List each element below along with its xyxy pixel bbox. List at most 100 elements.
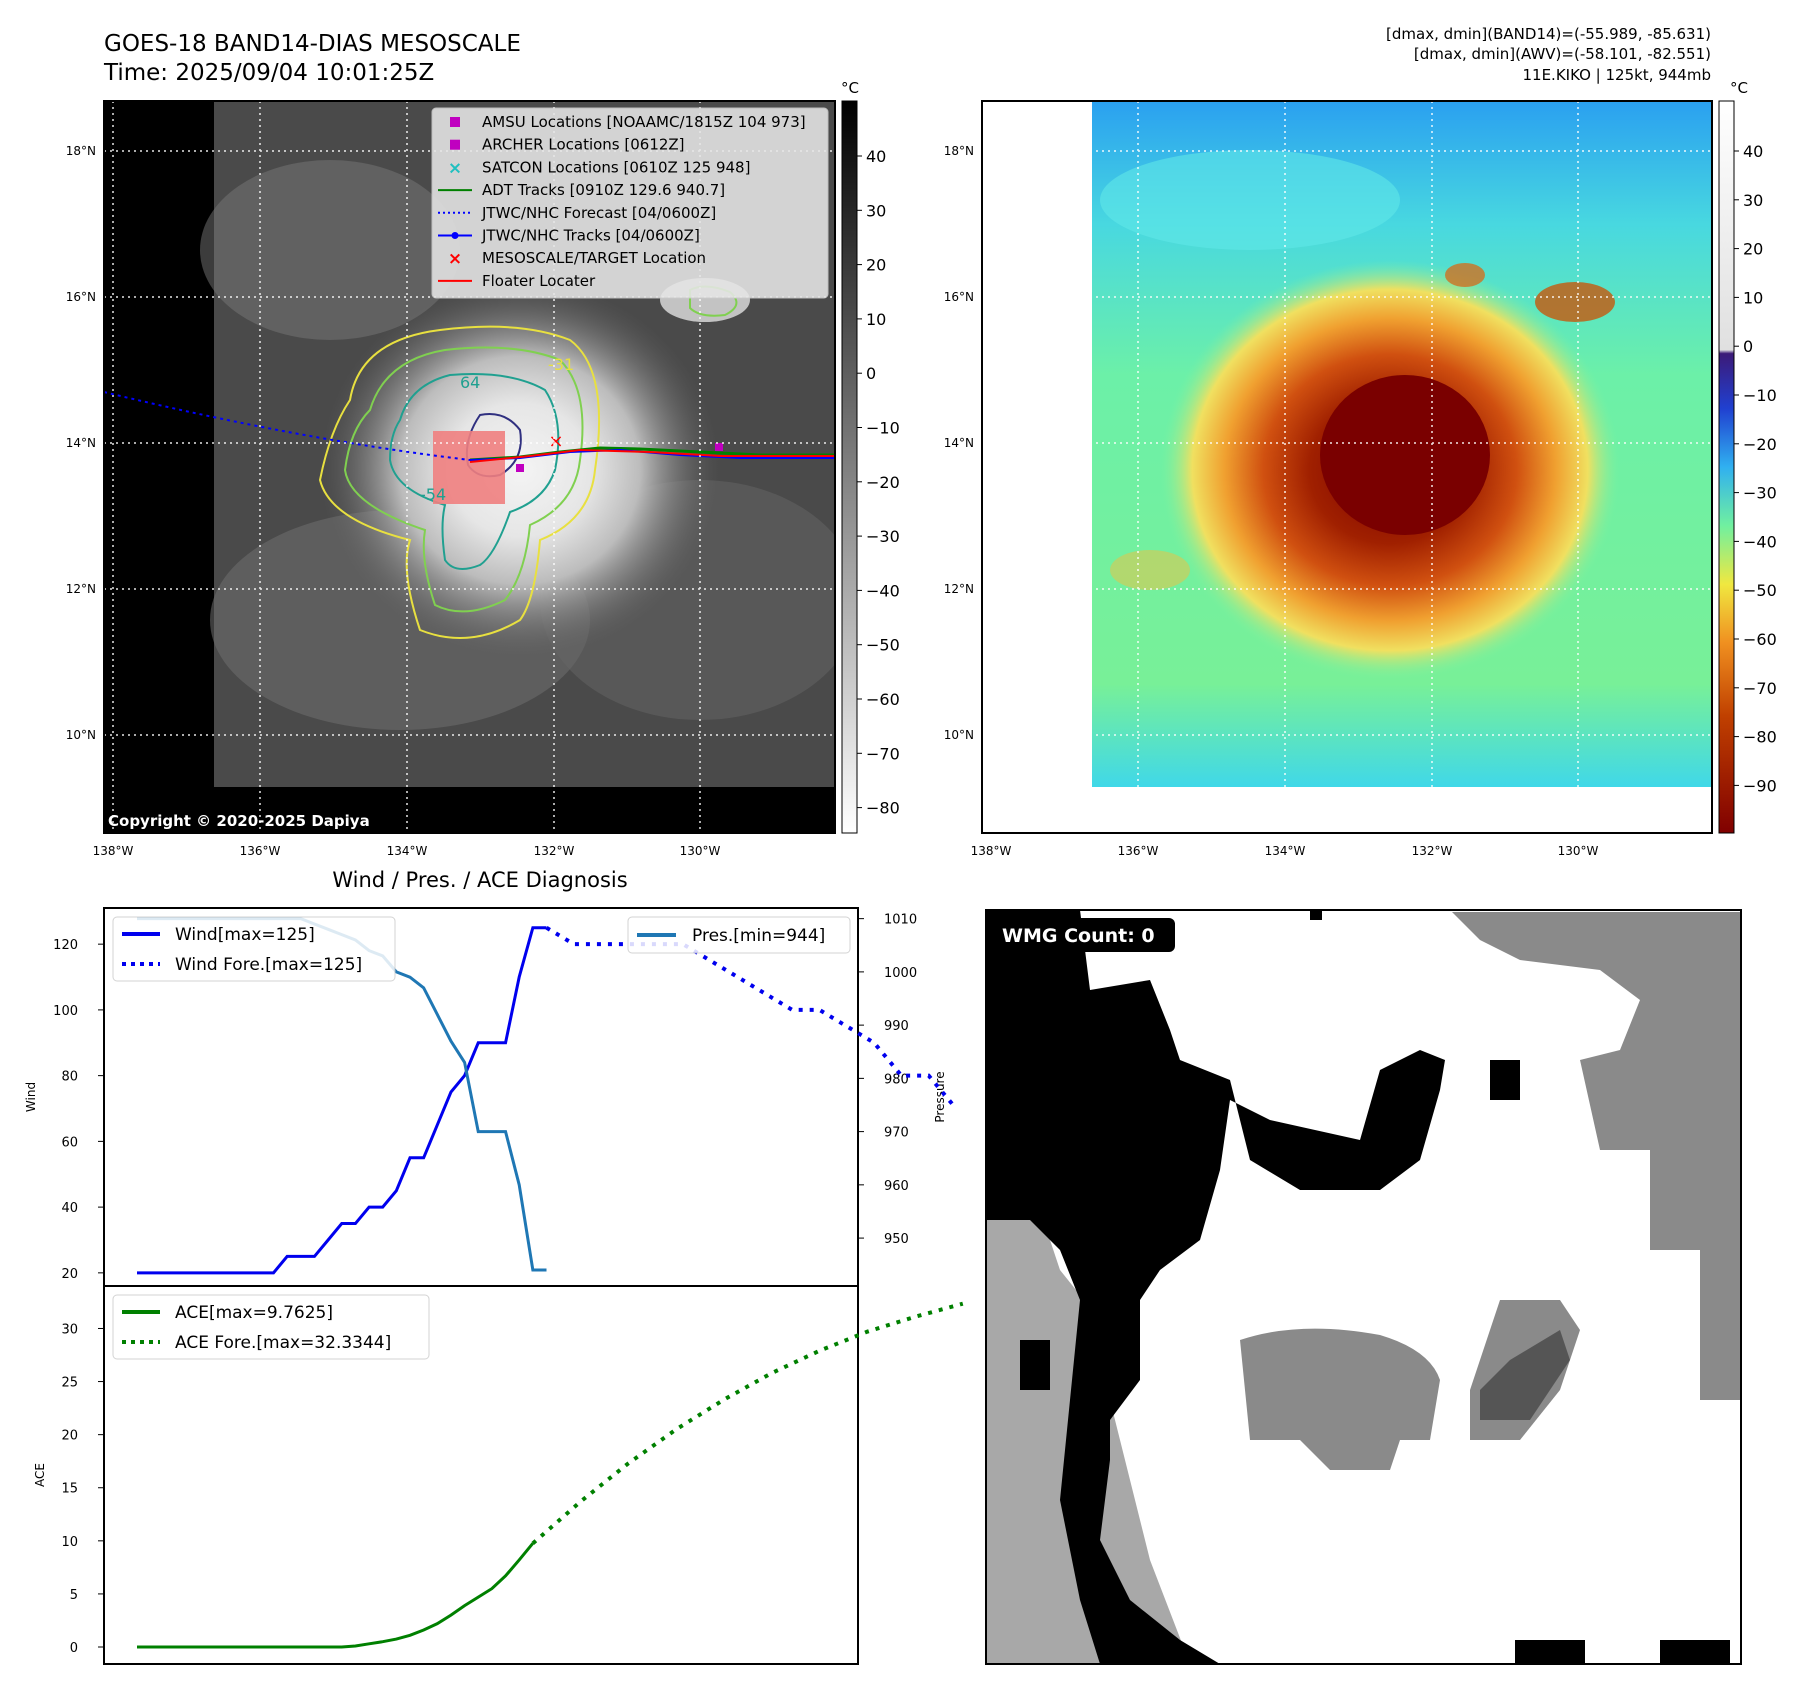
y-tick-label: 25: [61, 1376, 78, 1391]
band14-range: [dmax, dmin](BAND14)=(-55.989, -85.631): [1386, 25, 1711, 43]
legend-marker-dot: [451, 232, 459, 239]
lon-label: 134°W: [387, 844, 428, 858]
awv-range: [dmax, dmin](AWV)=(-58.101, -82.551): [1414, 45, 1711, 63]
y-tick-label: 10: [61, 1535, 78, 1550]
wind-forecast-legend-label: Wind Fore.[max=125]: [175, 955, 362, 975]
legend-label: ADT Tracks [0910Z 129.6 940.7]: [482, 181, 725, 199]
colorbar-tick-label: −90: [1743, 776, 1777, 795]
colorbar-tick-label: −30: [1743, 484, 1777, 503]
wmg-region-grey: [1452, 912, 1741, 1400]
y2-tick-label: 990: [884, 1019, 909, 1034]
lon-label: 138°W: [971, 844, 1012, 858]
wind-line: [137, 926, 547, 1275]
legend-label: Floater Locater: [482, 272, 596, 290]
colorbar-tick-label: −80: [1743, 728, 1777, 747]
legend-label: MESOSCALE/TARGET Location: [482, 249, 706, 267]
colorbar-tick-label: −70: [1743, 679, 1777, 698]
ir-colorbar: [841, 100, 858, 834]
colorbar-tick-label: −60: [866, 690, 900, 709]
lat-label: 12°N: [66, 582, 96, 596]
pressure-legend: Pres.[min=944]: [627, 916, 851, 954]
lat-label: 18°N: [66, 144, 96, 158]
colorbar-tick-label: 40: [866, 147, 886, 166]
y-tick-label: 5: [70, 1588, 78, 1603]
pressure-axis-label: Pressure: [933, 1071, 947, 1122]
legend-marker: [450, 139, 460, 150]
copyright-text: Copyright © 2020-2025 Dapiya: [108, 812, 370, 830]
colorbar-tick-label: 0: [1743, 337, 1753, 356]
y2-tick-label: 950: [884, 1232, 909, 1247]
y-tick-label: 15: [61, 1482, 78, 1497]
lat-label: 14°N: [944, 436, 974, 450]
wmg-region-black: [986, 910, 1445, 1664]
floater-track: [469, 448, 835, 463]
legend-label: JTWC/NHC Forecast [04/0600Z]: [481, 204, 716, 222]
colorbar-tick-label: −40: [1743, 532, 1777, 551]
storm-info: 11E.KIKO | 125kt, 944mb: [1522, 66, 1711, 84]
ir-legend: AMSU Locations [NOAAMC/1815Z 104 973] ARC…: [431, 107, 829, 299]
contour-yellow: [318, 325, 601, 639]
ace-forecast-line: [531, 1301, 964, 1545]
lon-label: 130°W: [1558, 844, 1599, 858]
ace-forecast-legend-label: ACE Fore.[max=32.3344]: [175, 1333, 391, 1353]
pressure-legend-label: Pres.[min=944]: [692, 926, 825, 946]
lat-label: 10°N: [944, 728, 974, 742]
colorbar-tick-label: 0: [866, 364, 876, 383]
y-tick-label: 120: [53, 938, 78, 953]
legend-marker: ×: [448, 158, 462, 178]
legend-marker: ×: [448, 249, 462, 269]
wind-forecast-line: [545, 926, 958, 1110]
colorbar-tick-label: 20: [866, 256, 886, 275]
ace-legend-label: ACE[max=9.7625]: [175, 1303, 333, 1323]
colorbar-tick-label: −50: [1743, 581, 1777, 600]
figure-time: Time: 2025/09/04 10:01:25Z: [103, 60, 434, 86]
contour-label-64: 64: [460, 373, 480, 392]
wmg-panel: WMG Count: 0: [985, 909, 1742, 1665]
lat-label: 16°N: [944, 290, 974, 304]
archer-marker: [516, 464, 524, 472]
ace-axis-label: ACE: [33, 1463, 47, 1487]
y2-tick-label: 980: [884, 1072, 909, 1087]
legend-label: AMSU Locations [NOAAMC/1815Z 104 973]: [482, 113, 806, 131]
wmg-badge: [993, 918, 1175, 952]
y-tick-label: 20: [61, 1429, 78, 1444]
y2-tick-label: 1010: [884, 913, 917, 928]
contour-label-54: -54: [420, 485, 446, 504]
y2-tick-label: 960: [884, 1179, 909, 1194]
lon-label: 136°W: [1118, 844, 1159, 858]
colorbar-tick-label: 30: [866, 201, 886, 220]
wmg-region-grey: [1240, 1328, 1440, 1470]
wind-axis-label: Wind: [24, 1082, 38, 1112]
y-tick-label: 60: [61, 1135, 78, 1150]
lon-label: 134°W: [1265, 844, 1306, 858]
contour-teal: [388, 373, 560, 570]
wind-legend: Wind[max=125] Wind Fore.[max=125]: [112, 916, 396, 982]
wind-legend-label: Wind[max=125]: [175, 925, 315, 945]
ir-colorbar-unit: °C: [841, 79, 859, 97]
lon-label: 132°W: [534, 844, 575, 858]
amsu-marker: [715, 443, 723, 451]
y-tick-label: 100: [53, 1004, 78, 1019]
y-tick-label: 20: [61, 1267, 78, 1282]
contour-green: [343, 346, 584, 613]
colorbar-tick-label: 20: [1743, 240, 1763, 259]
colorbar-tick-label: −40: [866, 581, 900, 600]
lat-label: 10°N: [66, 728, 96, 742]
colorbar-tick-label: −80: [866, 799, 900, 818]
ir-map-panel: × 64 -54 -31 Copyright © 2020-2025 Dapiy…: [66, 79, 900, 858]
contour-label-31: -31: [548, 355, 574, 374]
y-tick-label: 40: [61, 1201, 78, 1216]
awv-storm-core: [1320, 375, 1490, 535]
y2-tick-label: 1000: [884, 966, 917, 981]
colorbar-tick-label: −70: [866, 744, 900, 763]
ace-line: [137, 1542, 535, 1649]
floater-target-box: [433, 431, 505, 504]
lat-label: 14°N: [66, 436, 96, 450]
lon-label: 132°W: [1412, 844, 1453, 858]
colorbar-tick-label: 30: [1743, 191, 1763, 210]
y2-tick-label: 970: [884, 1126, 909, 1141]
target-marker: ×: [548, 431, 563, 452]
ace-chart: 30 25 20 15 10 5 0 ACE ACE[max=9.7625] ACE For…: [33, 1285, 964, 1665]
legend-label: SATCON Locations [0610Z 125 948]: [482, 158, 750, 176]
awv-map-panel: 18°N 16°N 14°N 12°N 10°N 138°W 136°W 134…: [944, 79, 1777, 858]
